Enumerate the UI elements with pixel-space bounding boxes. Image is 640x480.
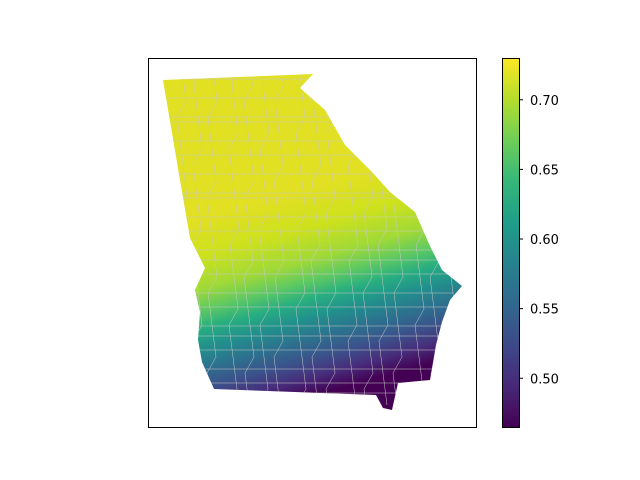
county-boundary-line	[163, 229, 453, 232]
county-boundary-line	[163, 74, 166, 406]
colorbar-tick-label: 0.60	[530, 233, 559, 248]
county-boundary-line	[206, 74, 218, 406]
colorbar-tick-label: 0.55	[530, 303, 559, 318]
colorbar-fill	[502, 58, 519, 427]
county-boundary-line	[273, 74, 285, 406]
colorbar-outline	[502, 58, 520, 428]
county-boundary-line	[310, 74, 322, 406]
county-boundary-line	[163, 246, 453, 251]
county-boundary-line	[243, 74, 255, 406]
county-boundary-line	[228, 74, 240, 406]
colorbar-tick-label: 0.70	[530, 94, 559, 109]
county-boundary-line	[163, 392, 453, 398]
colorbar: 0.70 0.65 0.60 0.55 0.50	[502, 58, 559, 428]
georgia-map	[163, 74, 462, 410]
colorbar-ticks: 0.70 0.65 0.60 0.55 0.50	[519, 94, 559, 387]
colorbar-tick-label: 0.65	[530, 163, 559, 178]
county-boundary-line	[325, 74, 337, 406]
colorbar-tick-label: 0.50	[530, 372, 559, 387]
county-boundary-line	[295, 74, 307, 406]
county-boundary-line	[444, 74, 456, 406]
map-axes-frame	[148, 58, 477, 428]
county-boundary-line	[258, 74, 270, 406]
county-boundary-line	[163, 216, 453, 219]
